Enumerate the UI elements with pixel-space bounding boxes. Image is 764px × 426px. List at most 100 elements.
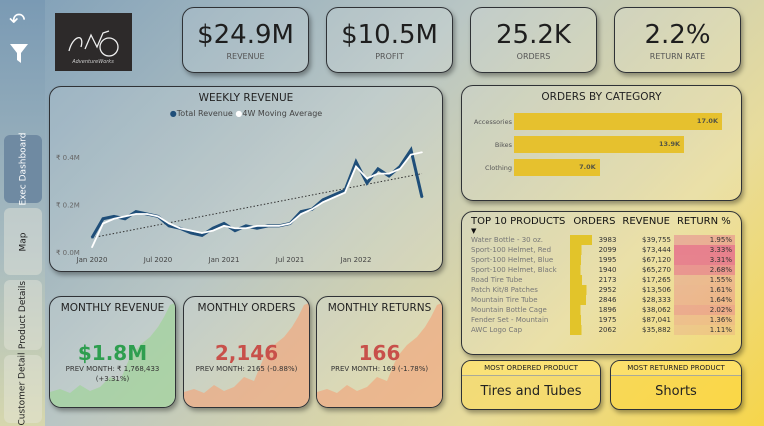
revenue-cell: $17,265 bbox=[642, 276, 671, 284]
tab-exec-dashboard[interactable]: Exec Dashboard bbox=[4, 133, 42, 205]
tab-map[interactable]: Map bbox=[4, 208, 42, 275]
data-point bbox=[388, 172, 390, 175]
x-tick-label: Jan 2020 bbox=[76, 256, 108, 264]
data-point bbox=[102, 217, 104, 220]
card-value: $1.8M bbox=[77, 341, 148, 365]
data-point bbox=[113, 215, 115, 218]
orders-cell: 1975 bbox=[570, 315, 620, 325]
return-pct-cell: 2.68% bbox=[673, 265, 735, 275]
column-header[interactable]: REVENUE bbox=[622, 216, 670, 227]
table-row[interactable]: Sport-100 Helmet, Blue 1995 $67,120 3.31… bbox=[468, 255, 735, 265]
column-header[interactable]: ORDERS bbox=[573, 216, 616, 227]
chart-title: WEEKLY REVENUE bbox=[198, 92, 294, 104]
table-row[interactable]: Mountain Bottle Cage 1896 $38,062 2.02% bbox=[468, 305, 735, 315]
data-point bbox=[245, 227, 247, 230]
prev-month: PREV MONTH: ₹ 1,768,433 bbox=[65, 365, 160, 373]
bar-bikes[interactable]: 13.9K bbox=[514, 136, 685, 153]
return-pct-cell: 3.33% bbox=[673, 245, 735, 255]
data-point bbox=[190, 229, 192, 232]
data-point bbox=[124, 215, 126, 218]
card-label: MOST ORDERED PRODUCT bbox=[462, 361, 600, 376]
revenue-cell: $35,882 bbox=[642, 326, 671, 334]
data-point bbox=[289, 222, 291, 225]
data-point bbox=[410, 149, 412, 151]
monthly-card: MONTHLY RETURNS 166 PREV MONTH: 169 (-1.… bbox=[316, 296, 443, 408]
legend: ●Total Revenue ●4W Moving Average bbox=[50, 109, 442, 118]
sidebar: ↶ Exec Dashboard Map Product Details Cus… bbox=[0, 0, 45, 426]
chart-title: ORDERS BY CATEGORY bbox=[541, 91, 662, 103]
table-row[interactable]: Water Bottle - 30 oz. 3983 $39,755 1.95% bbox=[468, 235, 735, 245]
table-row[interactable]: AWC Logo Cap 2062 $35,882 1.11% bbox=[468, 325, 735, 335]
kpi-value: 2.2% bbox=[644, 19, 711, 50]
tab-product-details[interactable]: Product Details bbox=[4, 280, 42, 350]
data-point bbox=[201, 232, 203, 234]
table-row[interactable]: Road Tire Tube 2173 $17,265 1.55% bbox=[468, 275, 735, 285]
monthly-card: MONTHLY REVENUE $1.8M PREV MONTH: ₹ 1,76… bbox=[49, 296, 176, 408]
return-pct-cell: 1.55% bbox=[673, 275, 735, 285]
logo: AdventureWorks bbox=[55, 13, 132, 71]
weekly-revenue-chart: WEEKLY REVENUE ●Total Revenue ●4W Moving… bbox=[49, 86, 443, 272]
data-point bbox=[179, 227, 181, 230]
product-name: Sport-100 Helmet, Black bbox=[471, 266, 557, 274]
prev-month: PREV MONTH: 2165 (-0.88%) bbox=[195, 365, 298, 373]
data-point bbox=[212, 227, 214, 230]
bar-accessories[interactable]: 17.0K bbox=[514, 113, 722, 130]
data-label: 13.9K bbox=[658, 140, 681, 148]
data-point bbox=[102, 222, 104, 225]
tab-label: Map bbox=[18, 232, 28, 251]
card-title: MONTHLY RETURNS bbox=[327, 302, 432, 314]
tab-label: Customer Detail bbox=[18, 352, 28, 426]
data-label: 7.0K bbox=[579, 163, 596, 171]
x-tick-label: Jan 2022 bbox=[340, 256, 372, 264]
data-point bbox=[322, 201, 324, 203]
data-point bbox=[278, 225, 280, 227]
x-tick-label: Jul 2021 bbox=[275, 256, 305, 264]
back-arrow-icon[interactable]: ↶ bbox=[9, 8, 26, 32]
data-point bbox=[168, 222, 170, 225]
change-pct: (+3.31%) bbox=[95, 375, 130, 383]
filter-icon[interactable] bbox=[10, 44, 28, 64]
data-point bbox=[157, 215, 159, 218]
revenue-cell: $38,062 bbox=[642, 306, 671, 314]
data-point bbox=[91, 236, 93, 239]
product-name: Water Bottle - 30 oz. bbox=[471, 236, 544, 244]
table-row[interactable]: Fender Set - Mountain 1975 $87,041 1.36% bbox=[468, 315, 735, 325]
return-pct-cell: 2.02% bbox=[673, 305, 735, 315]
data-point bbox=[344, 191, 346, 194]
sort-desc-icon[interactable]: ▼ bbox=[471, 227, 477, 235]
most-ordered-product-card: MOST ORDERED PRODUCT Tires and Tubes bbox=[461, 360, 601, 410]
most-returned-product-card: MOST RETURNED PRODUCT Shorts bbox=[610, 360, 742, 410]
series-line-total-revenue bbox=[90, 146, 424, 239]
data-point bbox=[333, 196, 335, 199]
orders-cell: 2952 bbox=[570, 285, 620, 295]
return-pct-cell: 1.95% bbox=[673, 235, 735, 245]
table-row[interactable]: Sport-100 Helmet, Black 1940 $65,270 2.6… bbox=[468, 265, 735, 275]
card-title: MONTHLY REVENUE bbox=[60, 302, 165, 314]
table-row[interactable]: Mountain Tire Tube 2846 $28,333 1.64% bbox=[468, 295, 735, 305]
product-name: Fender Set - Mountain bbox=[471, 316, 549, 324]
return-pct-cell: 1.36% bbox=[673, 315, 735, 325]
column-header[interactable]: RETURN % bbox=[676, 216, 731, 227]
monthly-card: MONTHLY ORDERS 2,146 PREV MONTH: 2165 (-… bbox=[183, 296, 310, 408]
category-label: Accessories bbox=[473, 118, 512, 126]
tab-customer-detail[interactable]: Customer Detail bbox=[4, 352, 42, 426]
x-tick-label: Jul 2020 bbox=[143, 256, 173, 264]
data-point bbox=[322, 198, 324, 201]
sparkline-area bbox=[184, 302, 309, 407]
product-name: Patch Kit/8 Patches bbox=[471, 286, 538, 294]
revenue-cell: $67,120 bbox=[642, 256, 671, 264]
column-header[interactable]: TOP 10 PRODUCTS bbox=[471, 216, 566, 227]
orders-cell: 1896 bbox=[570, 305, 620, 315]
data-point bbox=[366, 177, 368, 180]
orders-cell: 1995 bbox=[570, 255, 620, 265]
table-row[interactable]: Patch Kit/8 Patches 2952 $13,506 1.61% bbox=[468, 285, 735, 295]
product-name: AWC Logo Cap bbox=[471, 326, 523, 334]
data-point bbox=[223, 225, 225, 227]
kpi-orders: 25.2K ORDERS bbox=[470, 7, 597, 73]
table-row[interactable]: Sport-100 Helmet, Red 2099 $73,444 3.33% bbox=[468, 245, 735, 255]
bar-clothing[interactable]: 7.0K bbox=[514, 159, 600, 176]
kpi-label: ORDERS bbox=[516, 51, 551, 61]
data-point bbox=[256, 225, 258, 227]
data-point bbox=[399, 168, 401, 170]
data-point bbox=[256, 227, 258, 230]
